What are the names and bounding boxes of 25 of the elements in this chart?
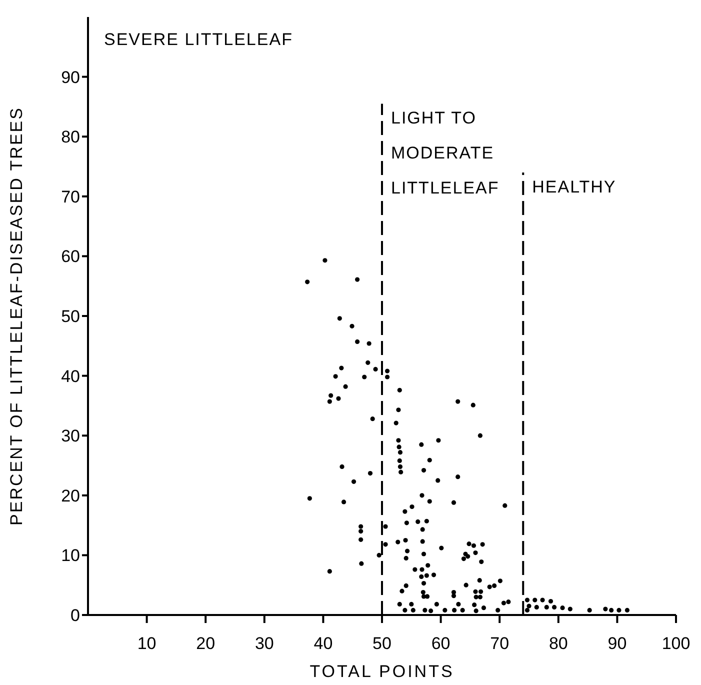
y-tick-label: 10 [61,546,80,566]
x-tick-label: 90 [608,634,627,654]
y-tick-label: 70 [61,187,80,206]
x-tick-label: 20 [196,634,216,654]
annotation: SEVERE LITTLELEAF [104,30,293,50]
ref-line-label: LIGHT TO MODERATE LITTLELEAF [391,108,500,198]
y-axis-title: PERCENT OF LITTLELEAF-DISEASED TREES [7,106,26,526]
x-tick-label: 30 [254,634,274,654]
y-tick-label: 40 [61,366,80,386]
x-tick-label: 100 [662,634,690,654]
x-tick-label: 70 [490,634,510,654]
y-tick-label: 0 [70,606,80,626]
y-tick-label: 80 [61,128,80,147]
x-tick-label: 50 [372,634,392,654]
x-axis-title: TOTAL POINTS [310,662,454,681]
x-tick-label: 80 [548,634,568,654]
x-tick-label: 60 [431,634,450,654]
y-tick-label: 90 [61,68,80,87]
y-tick-label: 60 [61,247,80,266]
y-tick-label: 20 [61,486,80,506]
y-tick-label: 50 [61,307,80,326]
x-tick-label: 40 [314,634,333,654]
x-tick-label: 10 [137,634,156,654]
ref-line-label: HEALTHY [532,177,616,196]
y-tick-label: 30 [61,426,80,446]
